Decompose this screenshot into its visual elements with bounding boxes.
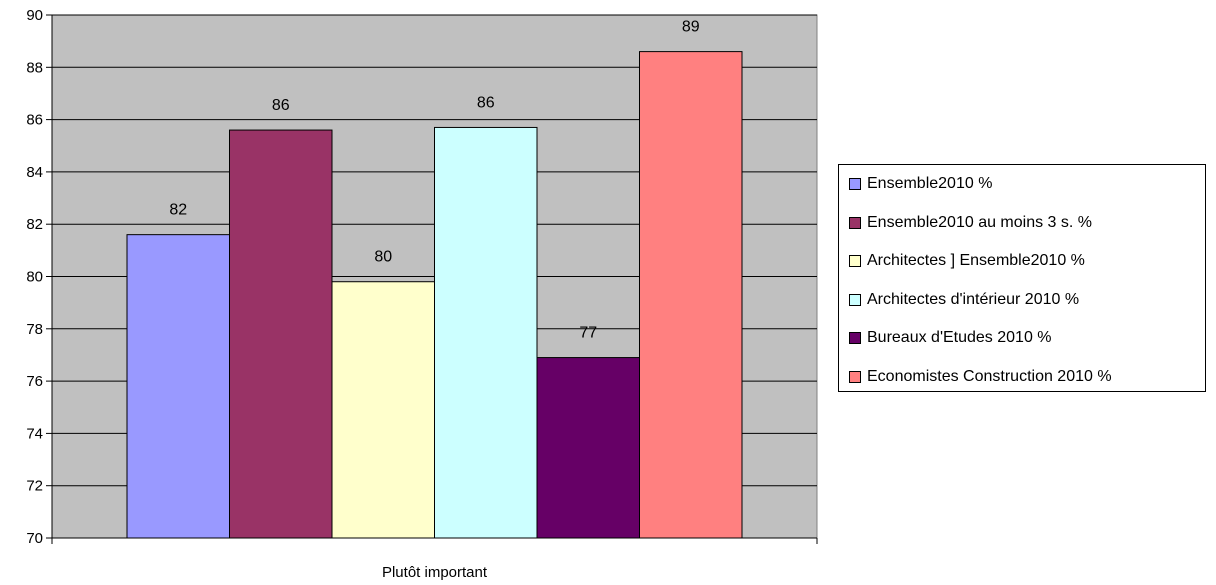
y-axis: 70 72 74 76 78 80 82 84 86 88 90 <box>26 7 53 547</box>
bars <box>126 51 743 539</box>
x-category-label: Plutôt important <box>382 564 488 581</box>
legend: Ensemble2010 % Ensemble2010 au moins 3 s.… <box>838 164 1206 392</box>
y-tick-label: 86 <box>26 112 43 129</box>
legend-swatch <box>849 332 861 344</box>
data-label: 82 <box>169 202 187 219</box>
legend-item: Ensemble2010 au moins 3 s. % <box>849 213 1092 233</box>
legend-label: Ensemble2010 % <box>867 175 993 192</box>
legend-label: Economistes Construction 2010 % <box>867 367 1112 385</box>
legend-swatch <box>849 216 861 229</box>
y-tick-label: 72 <box>26 478 43 495</box>
bar <box>639 51 743 539</box>
y-tick-label: 80 <box>26 269 43 286</box>
y-tick-label: 88 <box>26 59 43 76</box>
legend-swatch <box>849 293 861 306</box>
bar <box>434 126 538 539</box>
legend-swatch <box>849 255 861 267</box>
legend-item: Ensemble2010 % <box>849 174 992 194</box>
data-label: 77 <box>579 325 597 342</box>
legend-swatch <box>849 370 861 383</box>
legend-item: Economistes Construction 2010 % <box>849 367 1112 387</box>
y-tick-label: 70 <box>26 530 43 547</box>
legend-item: Architectes ] Ensemble2010 % <box>849 251 1085 271</box>
bar <box>536 357 640 539</box>
legend-item: Bureaux d'Etudes 2010 % <box>849 328 1052 348</box>
y-tick-label: 74 <box>26 425 43 442</box>
data-label: 86 <box>477 94 495 111</box>
legend-item: Architectes d'intérieur 2010 % <box>849 290 1079 310</box>
legend-swatch <box>849 178 861 190</box>
y-tick-label: 90 <box>26 7 43 24</box>
data-label: 89 <box>682 19 700 36</box>
x-axis: Plutôt important <box>51 537 818 581</box>
y-tick-label: 78 <box>26 321 43 338</box>
legend-label: Architectes d'intérieur 2010 % <box>867 290 1080 308</box>
bar <box>331 281 435 539</box>
y-tick-label: 76 <box>26 373 43 390</box>
data-label: 80 <box>374 249 392 266</box>
bar <box>126 234 230 539</box>
legend-label: Architectes ] Ensemble2010 % <box>867 252 1085 269</box>
legend-label: Ensemble2010 au moins 3 s. % <box>867 213 1093 231</box>
legend-label: Bureaux d'Etudes 2010 % <box>867 329 1052 346</box>
y-tick-label: 82 <box>26 216 43 233</box>
data-labels: 82 86 80 86 77 89 <box>169 19 699 342</box>
data-label: 86 <box>272 97 290 114</box>
bar <box>229 129 333 539</box>
y-tick-label: 84 <box>26 164 43 181</box>
